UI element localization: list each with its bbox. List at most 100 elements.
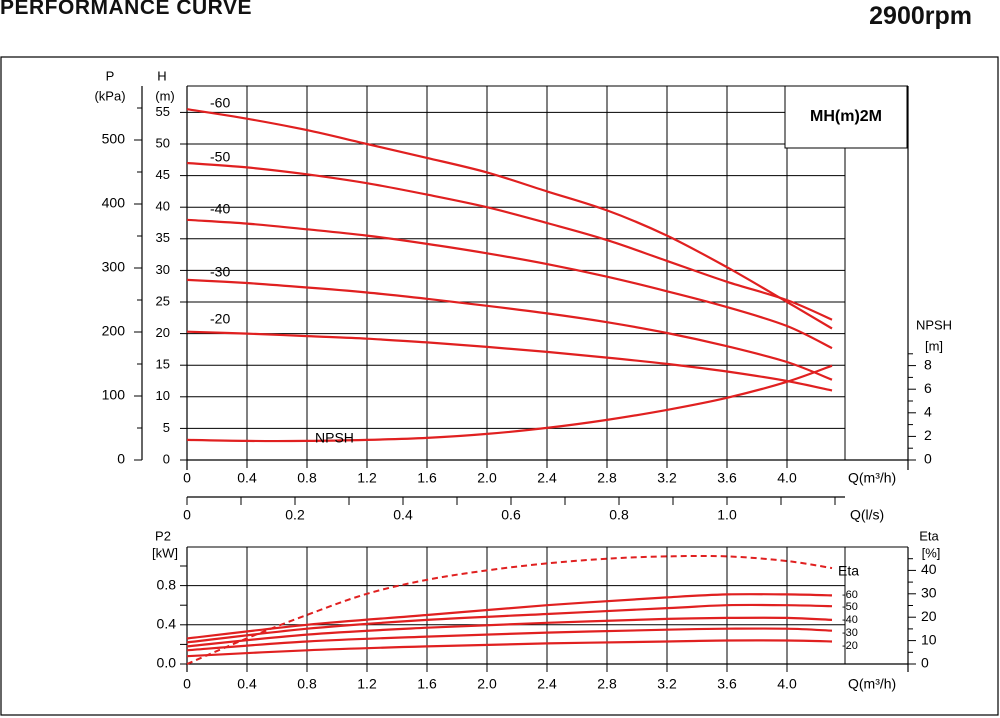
p-tick-label: 0 — [117, 451, 125, 467]
eta-tick-label: 20 — [921, 608, 937, 624]
h-tick-label: 35 — [156, 230, 170, 245]
npsh-curve-label: NPSH — [315, 430, 354, 446]
top-x-tick-label: 4.0 — [777, 470, 797, 486]
ls-tick-label: 0.4 — [393, 507, 413, 523]
top-x-axis-label: Q(m³/h) — [848, 470, 896, 486]
top-x-tick-label: 0.8 — [297, 470, 317, 486]
head-curve-n30 — [186, 278, 833, 381]
bottom-x-tick-label: 0.4 — [237, 676, 257, 692]
npsh-tick-label: 6 — [924, 380, 932, 396]
h-tick-label: 5 — [163, 420, 170, 435]
head-curve-n60 — [186, 108, 833, 330]
bottom-x-tick-label: 3.6 — [717, 676, 737, 692]
bottom-x-tick-label: 1.6 — [417, 676, 437, 692]
npsh-curve — [186, 364, 833, 443]
h-tick-label: 55 — [156, 104, 170, 119]
top-x-tick-label: 2.8 — [597, 470, 617, 486]
power-curve-label: -50 — [842, 601, 858, 613]
head-curve-label: -20 — [210, 311, 230, 327]
head-curve-n40 — [186, 218, 833, 350]
eta-tick-label: 0 — [921, 655, 929, 671]
head-curve-label: -40 — [210, 201, 230, 217]
bottom-x-tick-label: 2.8 — [597, 676, 617, 692]
efficiency-curve-label: Eta — [838, 563, 859, 579]
bottom-x-tick-label: 4.0 — [777, 676, 797, 692]
ls-tick-label: 0.6 — [501, 507, 521, 523]
ls-tick-label: 0.2 — [285, 507, 305, 523]
eta-tick-label: 10 — [921, 631, 937, 647]
bottom-x-tick-label: 2.4 — [537, 676, 557, 692]
model-label: MH(m)2M — [810, 108, 882, 125]
head-curve-label: -60 — [210, 95, 230, 111]
bottom-x-tick-label: 3.2 — [657, 676, 677, 692]
h-tick-label: 40 — [156, 199, 170, 214]
ls-tick-label: 0.8 — [609, 507, 629, 523]
h-tick-label: 10 — [156, 388, 170, 403]
p2-tick-label: 0.8 — [157, 576, 177, 592]
h-tick-label: 30 — [156, 262, 170, 277]
npsh-axis-label: NPSH — [916, 317, 952, 332]
head-curve-n50 — [186, 161, 833, 321]
npsh-tick-label: 0 — [924, 451, 932, 467]
ls-tick-label: 1.0 — [717, 507, 737, 523]
power-curve-n50 — [186, 603, 833, 644]
eta-tick-label: 30 — [921, 585, 937, 601]
power-curve-label: -40 — [842, 614, 858, 626]
bottom-x-tick-label: 0.8 — [297, 676, 317, 692]
ls-tick-label: 0 — [183, 507, 191, 523]
p2-tick-label: 0.0 — [157, 655, 177, 671]
p-axis-unit: (kPa) — [94, 88, 125, 103]
npsh-tick-label: 2 — [924, 427, 932, 443]
h-tick-label: 15 — [156, 357, 170, 372]
eta-axis-unit: [%] — [922, 545, 941, 560]
efficiency-curve — [186, 554, 833, 665]
bottom-x-tick-label: 2.0 — [477, 676, 497, 692]
npsh-tick-label: 4 — [924, 404, 932, 420]
power-curve-label: -30 — [842, 627, 858, 639]
top-x-tick-label: 0.4 — [237, 470, 257, 486]
power-curve-label: -20 — [842, 640, 858, 652]
h-tick-label: 45 — [156, 167, 170, 182]
h-tick-label: 25 — [156, 293, 170, 308]
h-tick-label: 20 — [156, 325, 170, 340]
power-curve-n20 — [186, 639, 833, 658]
h-axis-label: H — [157, 68, 166, 83]
outer-frame — [0, 56, 999, 716]
p-tick-label: 300 — [102, 259, 126, 275]
p-tick-label: 400 — [102, 195, 126, 211]
p-tick-label: 100 — [102, 387, 126, 403]
eta-tick-label: 40 — [921, 561, 937, 577]
h-tick-label: 0 — [163, 451, 170, 466]
top-x-tick-label: 0 — [183, 470, 191, 486]
top-x-tick-label: 2.4 — [537, 470, 557, 486]
top-x-tick-label: 3.2 — [657, 470, 677, 486]
power-curve-n30 — [186, 627, 833, 652]
top-x-tick-label: 1.6 — [417, 470, 437, 486]
top-x-tick-label: 2.0 — [477, 470, 497, 486]
page-title: PERFORMANCE CURVE — [0, 0, 252, 19]
npsh-axis-unit: [m] — [925, 338, 943, 353]
power-curve-label: -60 — [842, 589, 858, 601]
h-axis-unit: (m) — [155, 88, 175, 103]
p2-tick-label: 0.4 — [157, 616, 177, 632]
p2-axis-unit: [kW] — [152, 545, 178, 560]
ls-axis-label: Q(l/s) — [850, 507, 884, 523]
power-curve-n40 — [186, 616, 833, 648]
head-curve-label: -30 — [210, 264, 230, 280]
top-x-tick-label: 1.2 — [357, 470, 377, 486]
speed-label: 2900rpm — [869, 2, 972, 30]
bottom-x-axis-label: Q(m³/h) — [848, 676, 896, 692]
p-tick-label: 200 — [102, 323, 126, 339]
bottom-x-tick-label: 0 — [183, 676, 191, 692]
p2-axis-label: P2 — [155, 528, 171, 543]
h-tick-label: 50 — [156, 135, 170, 150]
eta-axis-label: Eta — [919, 528, 939, 543]
head-curve-n20 — [186, 330, 833, 392]
bottom-x-tick-label: 1.2 — [357, 676, 377, 692]
head-curve-label: -50 — [210, 149, 230, 165]
model-box — [784, 85, 908, 149]
power-curve-n60 — [186, 593, 833, 640]
p-axis-label: P — [106, 68, 115, 83]
top-x-tick-label: 3.6 — [717, 470, 737, 486]
